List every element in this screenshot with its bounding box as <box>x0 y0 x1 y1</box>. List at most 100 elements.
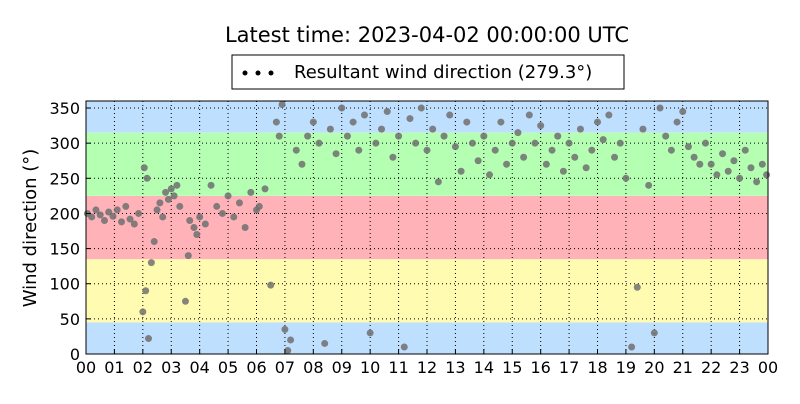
point <box>193 231 201 239</box>
point <box>639 125 647 133</box>
x-tick-label: 15 <box>502 358 522 377</box>
x-tick-label: 05 <box>218 358 238 377</box>
point <box>142 287 150 295</box>
point <box>559 167 567 175</box>
point <box>417 104 425 112</box>
y-tick-label: 100 <box>49 275 80 294</box>
point <box>173 181 181 189</box>
point <box>230 213 238 221</box>
point <box>241 224 249 231</box>
x-tick-label: 03 <box>161 358 181 377</box>
point <box>186 216 194 224</box>
point <box>451 143 459 151</box>
point <box>474 157 482 165</box>
point <box>611 153 619 161</box>
point <box>582 164 590 172</box>
point <box>457 167 465 175</box>
point <box>622 174 630 182</box>
point <box>588 146 596 154</box>
point <box>378 125 386 133</box>
point <box>616 139 624 147</box>
point <box>218 209 226 217</box>
point <box>321 339 329 347</box>
point <box>140 164 148 172</box>
y-tick-label: 150 <box>49 240 80 259</box>
point <box>503 160 511 168</box>
y-tick-label: 300 <box>49 134 80 153</box>
point <box>343 132 351 140</box>
point <box>434 178 442 186</box>
point <box>224 192 232 200</box>
point <box>292 146 300 154</box>
point <box>480 132 488 140</box>
point <box>520 153 528 161</box>
point <box>730 157 738 165</box>
point <box>126 215 134 223</box>
point <box>88 213 96 221</box>
point <box>395 132 403 140</box>
x-tick-label: 07 <box>275 358 295 377</box>
x-tick-label: 04 <box>189 358 209 377</box>
point <box>181 297 189 305</box>
point <box>605 111 613 119</box>
point <box>594 118 601 126</box>
point <box>190 224 198 231</box>
x-tick-label: 21 <box>673 358 693 377</box>
point <box>275 132 283 140</box>
point <box>261 185 269 193</box>
band <box>86 322 768 354</box>
point <box>247 188 255 196</box>
point <box>372 139 380 147</box>
band <box>86 101 768 133</box>
point <box>105 208 113 216</box>
point <box>145 335 153 343</box>
x-tick-label: 10 <box>360 358 380 377</box>
x-tick-label: 20 <box>644 358 664 377</box>
point <box>255 202 263 210</box>
point <box>298 160 306 168</box>
point <box>446 111 454 119</box>
point <box>304 132 312 140</box>
point <box>118 218 126 226</box>
point <box>662 132 670 140</box>
point <box>150 238 158 246</box>
point <box>468 139 476 147</box>
point <box>309 118 317 126</box>
x-tick-label: 13 <box>445 358 465 377</box>
chart-title: Latest time: 2023-04-02 00:00:00 UTC <box>225 23 629 47</box>
x-tick-label: 01 <box>104 358 124 377</box>
y-tick-label: 350 <box>49 99 80 118</box>
point <box>497 118 505 126</box>
point <box>542 160 550 168</box>
point <box>272 118 280 126</box>
point <box>747 164 755 172</box>
legend-label: Resultant wind direction (279.3°) <box>294 62 592 83</box>
point <box>153 206 161 214</box>
point <box>537 122 545 130</box>
point <box>548 146 556 154</box>
point <box>576 125 584 133</box>
point <box>349 118 357 126</box>
point <box>423 146 431 154</box>
point <box>162 188 170 196</box>
point <box>143 174 151 182</box>
x-tick-label: 23 <box>729 358 749 377</box>
point <box>645 181 653 189</box>
point <box>366 329 374 337</box>
point <box>429 125 437 133</box>
point <box>332 150 340 158</box>
point <box>412 139 420 147</box>
legend-marker <box>255 70 261 76</box>
point <box>355 146 363 154</box>
point <box>491 146 499 154</box>
x-tick-label: 08 <box>303 358 323 377</box>
point <box>315 139 323 147</box>
x-tick-label: 18 <box>587 358 607 377</box>
point <box>554 132 562 140</box>
point <box>673 118 681 126</box>
x-tick-label: 06 <box>246 358 266 377</box>
point <box>147 259 155 267</box>
point <box>167 185 175 193</box>
x-tick-label: 17 <box>559 358 579 377</box>
